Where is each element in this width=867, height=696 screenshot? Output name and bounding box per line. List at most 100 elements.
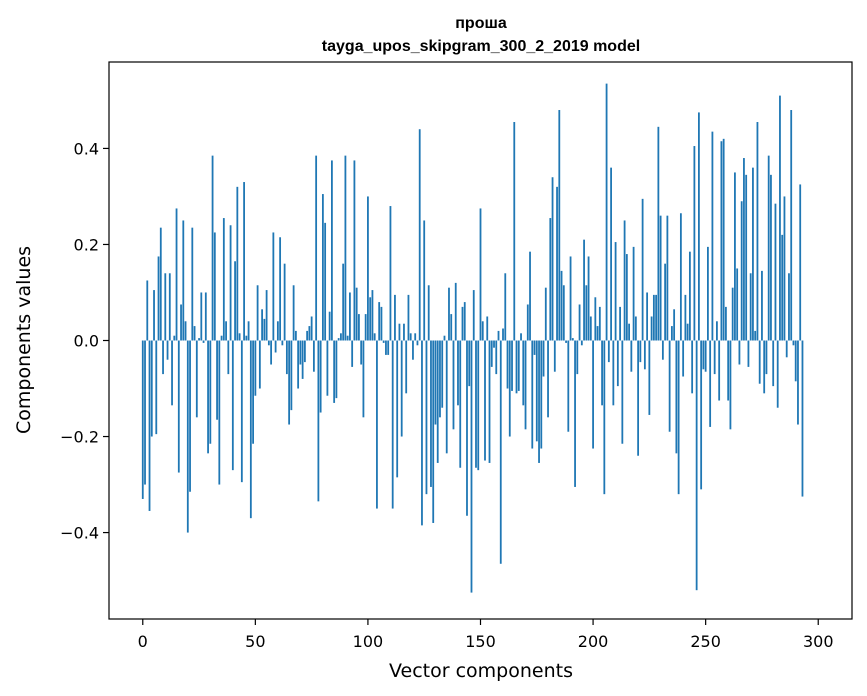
bar (303, 340, 306, 363)
bar (580, 340, 583, 346)
bar (315, 155, 318, 341)
bar (526, 304, 529, 341)
bar (247, 321, 250, 341)
bar (698, 112, 700, 341)
bar (283, 263, 286, 341)
bar (290, 340, 293, 411)
bar (767, 155, 770, 341)
bar (538, 340, 540, 463)
bar (380, 306, 383, 341)
bar (164, 273, 167, 341)
bar (317, 340, 320, 502)
bar (682, 340, 685, 377)
bar (704, 340, 707, 372)
bar (670, 326, 673, 341)
bar (326, 340, 329, 396)
bar (249, 340, 252, 519)
bar (454, 282, 457, 341)
bar (657, 126, 660, 341)
bar (155, 340, 158, 435)
bar (274, 340, 277, 353)
y-tick-label: −0.4 (60, 524, 99, 543)
bar (141, 340, 144, 499)
bar (621, 340, 624, 444)
bar (457, 340, 459, 406)
bar (477, 340, 480, 471)
bar (448, 287, 450, 341)
bar (168, 273, 171, 341)
bar (418, 129, 421, 341)
bar (535, 340, 538, 442)
bar (421, 340, 423, 526)
bar (729, 340, 732, 430)
x-tick-label: 300 (803, 632, 834, 651)
bar (236, 186, 239, 341)
bar (596, 326, 599, 341)
bar (459, 340, 462, 468)
bar (686, 323, 689, 341)
bar (502, 328, 504, 341)
bar (722, 138, 725, 341)
bar (761, 270, 763, 341)
bar (463, 302, 466, 341)
bar (592, 340, 594, 449)
bar (790, 110, 793, 341)
bar (432, 340, 435, 523)
bar (565, 340, 567, 343)
bar (801, 340, 804, 497)
bar (792, 340, 795, 346)
bar (362, 340, 365, 418)
bar (150, 340, 153, 437)
bar (497, 330, 500, 341)
x-tick-label: 0 (138, 632, 148, 651)
bar (747, 340, 750, 367)
bar (220, 335, 223, 341)
bar (450, 314, 453, 341)
bar (707, 246, 709, 341)
bar (180, 304, 182, 341)
bar (558, 110, 561, 341)
bar (301, 340, 304, 379)
bar (779, 95, 781, 341)
bar (736, 268, 739, 341)
bar (693, 146, 696, 341)
bar (225, 321, 227, 341)
bar (639, 340, 642, 363)
bar (630, 340, 633, 372)
bar (788, 273, 790, 341)
bar (709, 340, 712, 427)
bar (785, 340, 788, 358)
bar (243, 182, 245, 341)
bar (256, 285, 259, 341)
bar (200, 292, 203, 341)
bar (603, 340, 606, 495)
bar (148, 340, 151, 511)
bar (794, 340, 797, 382)
bar (776, 340, 779, 408)
bar (504, 273, 507, 341)
bar (159, 227, 162, 341)
bar (679, 213, 682, 341)
bar (436, 340, 439, 463)
bar (166, 340, 169, 360)
bar (387, 340, 390, 355)
bar (391, 340, 394, 509)
bar (659, 215, 662, 341)
bar (520, 333, 522, 341)
bar (650, 316, 653, 341)
bar (398, 323, 401, 341)
bar (506, 340, 509, 389)
y-tick-label: 0.0 (74, 332, 99, 351)
bar (175, 208, 178, 341)
bar (612, 340, 615, 406)
bar (702, 340, 705, 370)
bar (524, 340, 527, 430)
bar (351, 340, 354, 367)
bar (216, 340, 218, 420)
x-tick-label: 50 (245, 632, 265, 651)
bar (641, 198, 644, 341)
bar (378, 302, 381, 341)
bar (198, 338, 200, 341)
